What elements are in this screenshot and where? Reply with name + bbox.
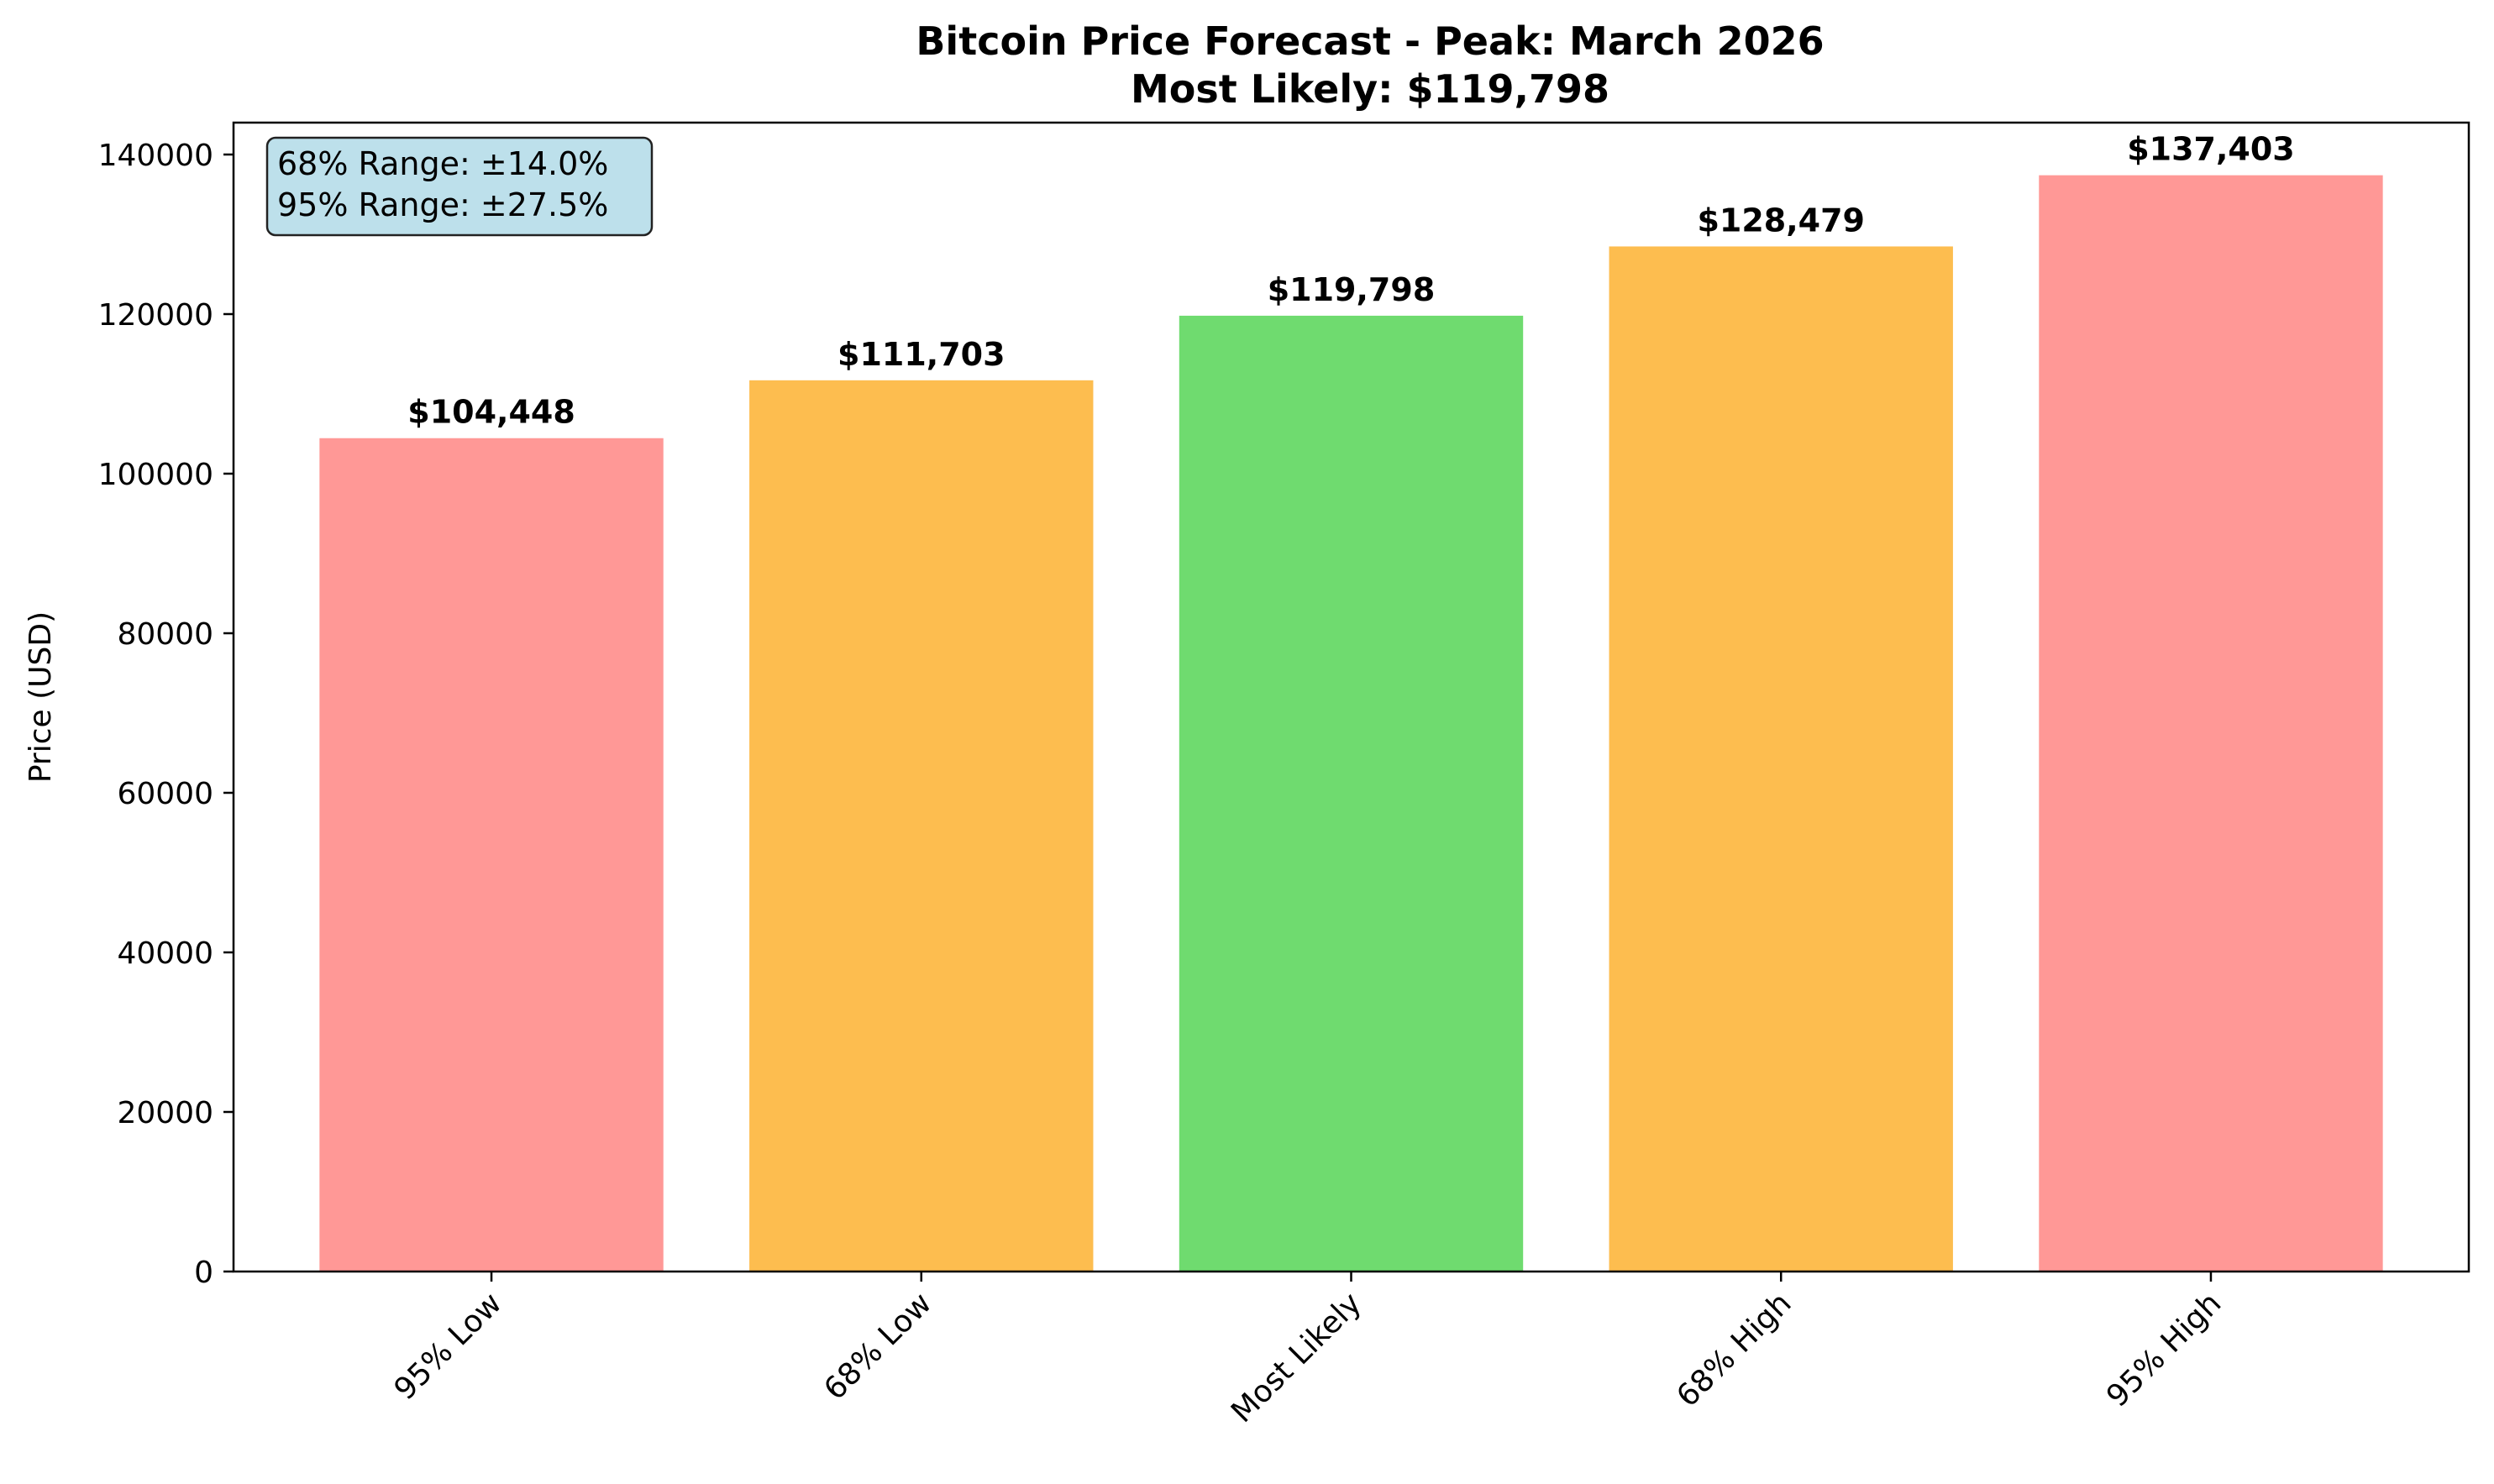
y-tick-label: 120000 (98, 298, 213, 333)
y-axis-label: Price (USD) (24, 611, 58, 783)
x-tick-label: Most Likely (1225, 1286, 1368, 1429)
x-tick-label: 95% High (2100, 1286, 2228, 1413)
chart-title: Bitcoin Price Forecast - Peak: March 202… (916, 18, 1824, 64)
bars-group: $104,448 $111,703 $119,798 $128,479 $137,403 (319, 131, 2383, 1272)
info-box: 68% Range: ±14.0% 95% Range: ±27.5% (265, 136, 654, 237)
x-tick-label: 68% Low (817, 1286, 938, 1407)
y-tick-label: 140000 (98, 139, 213, 173)
bar (1179, 315, 1524, 1272)
bar-value-label: $111,703 (837, 336, 1005, 373)
bar-value-label: $128,479 (1697, 202, 1865, 239)
y-tick-label: 20000 (117, 1096, 213, 1130)
info-box-background (265, 136, 654, 237)
bar-value-label: $104,448 (407, 394, 575, 431)
bar (749, 380, 1094, 1272)
bar (1609, 246, 1953, 1272)
y-tick-label: 0 (194, 1256, 213, 1290)
y-tick-label: 100000 (98, 458, 213, 492)
x-axis: 95% Low 68% Low Most Likely 68% High 95% Hig… (388, 1272, 2228, 1429)
y-tick-label: 80000 (117, 617, 213, 652)
y-tick-label: 60000 (117, 777, 213, 811)
info-box-line-1: 68% Range: ±14.0% (277, 145, 608, 182)
x-tick-label: 95% Low (388, 1286, 509, 1407)
x-tick-label: 68% High (1670, 1286, 1798, 1413)
plot-frame (232, 121, 2470, 1273)
y-axis: 0 20000 40000 60000 80000 100000 120000 140000 (98, 139, 234, 1290)
bar (2039, 175, 2383, 1272)
info-box-line-2: 95% Range: ±27.5% (277, 186, 608, 223)
bar-value-label: $137,403 (2127, 131, 2295, 168)
chart-subtitle: Most Likely: $119,798 (1131, 66, 1609, 112)
bar-value-label: $119,798 (1268, 271, 1436, 308)
y-tick-label: 40000 (117, 936, 213, 971)
bar (319, 438, 664, 1272)
